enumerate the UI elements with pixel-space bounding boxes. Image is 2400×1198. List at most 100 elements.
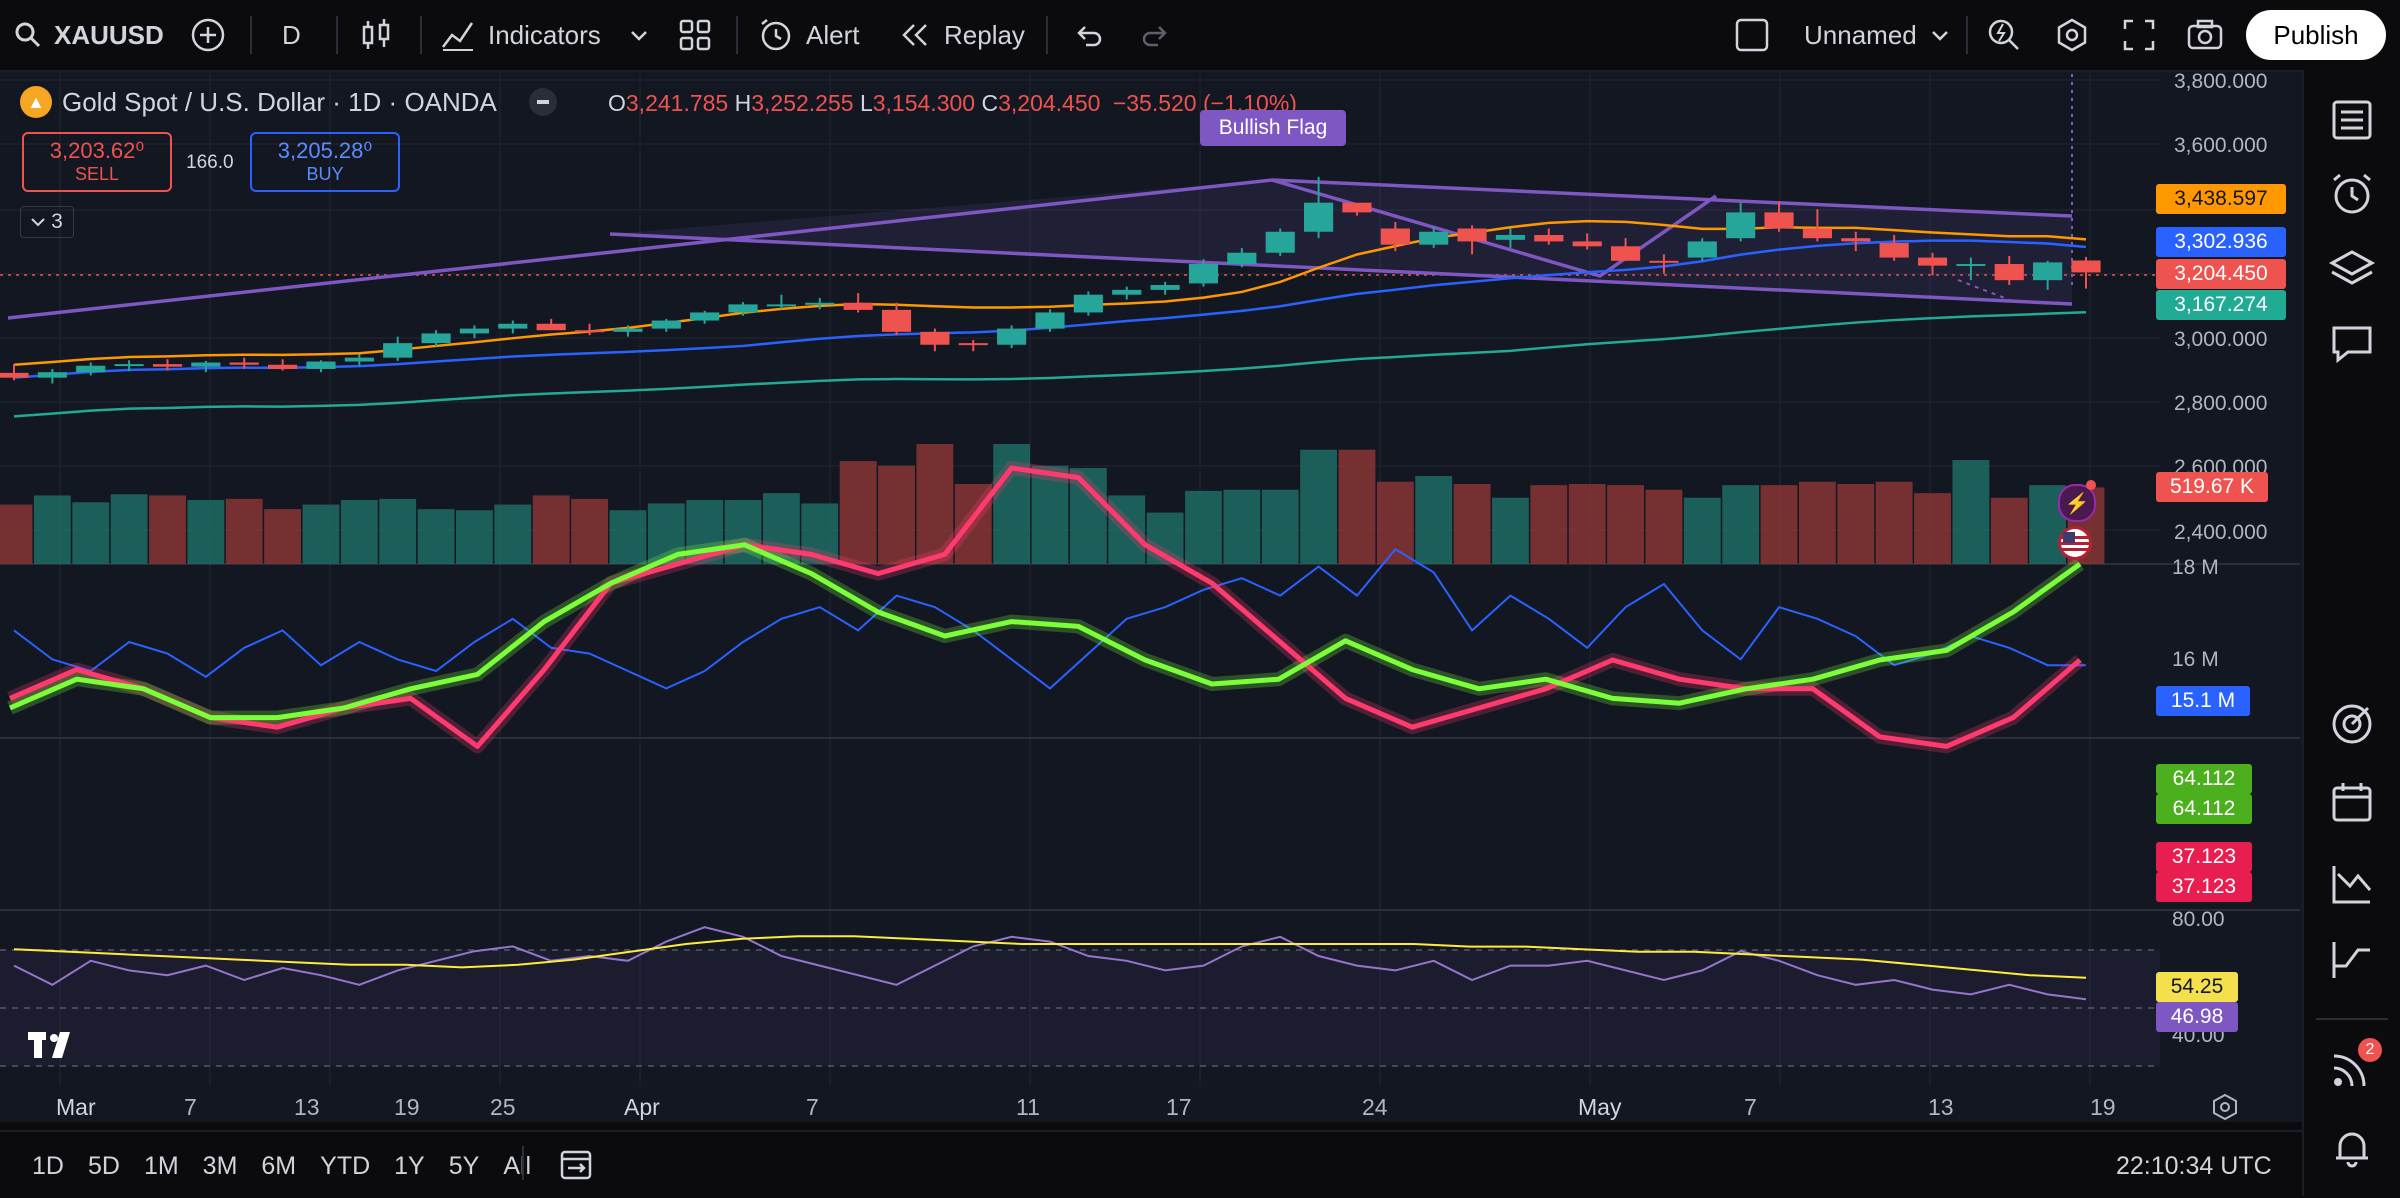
price-axis-label: 3,600.000 <box>2174 134 2268 157</box>
indicators-button[interactable]: Indicators <box>440 0 601 70</box>
time-axis-label: Mar <box>56 1094 96 1120</box>
chevron-down-icon <box>631 31 647 41</box>
indicators-icon <box>442 22 474 51</box>
volume-tag: 519.67 K <box>2156 472 2268 502</box>
time-axis-label: 7 <box>806 1094 819 1120</box>
publish-button[interactable]: Publish <box>2246 10 2386 60</box>
interval-button[interactable]: D <box>282 0 301 70</box>
price-axis-label: 2,800.000 <box>2174 392 2268 415</box>
candle-body <box>613 328 643 332</box>
volume-bar <box>264 509 302 564</box>
calendar-icon[interactable] <box>2328 778 2376 826</box>
osc-red-tag: 37.123 <box>2156 842 2252 872</box>
lightning-event-icon[interactable]: ⚡ <box>2058 484 2096 522</box>
quick-search-button[interactable] <box>1986 0 2022 70</box>
volume-bar <box>1875 481 1913 564</box>
flag-upper-line <box>1271 178 2073 218</box>
ideas-icon[interactable] <box>2328 860 2376 908</box>
candle-body <box>1956 264 1986 267</box>
time-axis-label: 25 <box>490 1094 516 1120</box>
candle-body <box>728 304 758 313</box>
timeframe-button[interactable]: YTD <box>320 1152 371 1180</box>
us-flag-icon[interactable] <box>2058 526 2092 560</box>
open-label: O <box>608 90 626 116</box>
volume-bar <box>1683 497 1721 564</box>
candle-body <box>229 362 259 365</box>
alert-label: Alert <box>806 19 860 50</box>
candle-body <box>1265 231 1295 253</box>
candle-body <box>0 372 29 378</box>
time-axis[interactable]: Mar 7 13 19 25 Apr 7 11 17 24 May 7 13 19 <box>0 1090 2160 1124</box>
layout-button[interactable]: Unnamed <box>1734 0 1951 70</box>
pattern-label[interactable]: Bullish Flag <box>1200 110 1346 146</box>
alarm-clock-icon[interactable] <box>2328 170 2376 218</box>
timeframe-button[interactable]: All <box>503 1152 532 1180</box>
buy-button[interactable]: 3,205.28⁰ BUY <box>250 132 400 192</box>
chart-canvas[interactable] <box>0 72 2302 1122</box>
legend-toggle-icon[interactable] <box>528 88 557 116</box>
timeframe-button[interactable]: 1D <box>32 1152 64 1180</box>
candle-body <box>306 361 336 369</box>
chat-icon[interactable] <box>2328 320 2376 368</box>
chevron-down-icon <box>1931 31 1948 41</box>
rsi-axis-label: 80.00 <box>2172 908 2225 931</box>
open-value: 3,241.785 <box>625 90 729 116</box>
volume-bar <box>1837 484 1875 564</box>
high-value: 3,252.255 <box>751 90 854 116</box>
candle-body <box>536 323 566 331</box>
chart-area[interactable]: ▲ Gold Spot / U.S. Dollar · 1D · OANDA O… <box>0 72 2302 1122</box>
volume-bar <box>110 494 148 564</box>
flag-lower-line <box>609 232 2073 306</box>
timeframe-button[interactable]: 1Y <box>394 1152 425 1180</box>
chart-type-button[interactable] <box>358 0 394 70</box>
osc-green-glow <box>7 537 2085 725</box>
axis-settings-button[interactable] <box>2210 1092 2240 1127</box>
replay-button[interactable]: Replay <box>898 0 1025 70</box>
replay-label: Replay <box>944 19 1025 50</box>
volume-bar <box>33 495 71 564</box>
timeframe-button[interactable]: 3M <box>202 1152 238 1180</box>
redo-button[interactable] <box>1140 0 1172 70</box>
candle-body <box>1802 228 1832 239</box>
chevron-down-icon <box>31 218 45 227</box>
indicators-collapse[interactable]: 3 <box>20 206 74 238</box>
symbol-title[interactable]: Gold Spot / U.S. Dollar · 1D · OANDA <box>62 86 497 117</box>
target-icon[interactable] <box>2328 700 2376 748</box>
bell-icon[interactable] <box>2328 1124 2376 1172</box>
streams-icon[interactable] <box>2328 1044 2376 1092</box>
volume-bar <box>1415 476 1453 564</box>
alert-button[interactable]: Alert <box>758 0 859 70</box>
snapshot-button[interactable] <box>2186 0 2224 70</box>
layers-icon[interactable] <box>2328 246 2376 294</box>
tradingview-logo <box>26 1028 84 1071</box>
osc-green-tag: 64.112 <box>2156 794 2252 824</box>
settings-button[interactable] <box>2054 0 2090 70</box>
volume-bar <box>1568 484 1606 564</box>
undo-button[interactable] <box>1072 0 1104 70</box>
templates-button[interactable] <box>678 0 712 70</box>
indicators-dropdown[interactable] <box>628 0 650 70</box>
date-range-button[interactable] <box>558 1144 596 1187</box>
timeframe-button[interactable]: 5D <box>87 1152 120 1180</box>
grid-icon <box>679 19 711 51</box>
time-axis-label: 19 <box>2090 1094 2116 1120</box>
clock[interactable]: 22:10:34 UTC <box>2116 1152 2272 1180</box>
calendar-range-icon <box>560 1150 592 1180</box>
gold-icon: ▲ <box>20 86 52 118</box>
fullscreen-button[interactable] <box>2122 0 2156 70</box>
candlestick-icon <box>362 19 390 49</box>
symbol-search[interactable]: XAUUSD <box>14 0 164 70</box>
chart-trend-icon[interactable] <box>2328 936 2376 984</box>
timeframe-button[interactable]: 1M <box>143 1152 179 1180</box>
candle-body <box>76 365 106 373</box>
timeframe-button[interactable]: 5Y <box>448 1152 480 1180</box>
event-dot <box>2086 480 2096 490</box>
volume-bar <box>839 461 877 564</box>
sell-button[interactable]: 3,203.62⁰ SELL <box>22 132 172 192</box>
compare-button[interactable] <box>190 0 226 70</box>
price-axis-label: 3,800.000 <box>2174 70 2268 93</box>
bottom-toolbar <box>0 1130 2302 1198</box>
watchlist-icon[interactable] <box>2328 96 2376 144</box>
timeframe-button[interactable]: 6M <box>261 1152 297 1180</box>
right-sidebar: 2 <box>2302 70 2400 1196</box>
